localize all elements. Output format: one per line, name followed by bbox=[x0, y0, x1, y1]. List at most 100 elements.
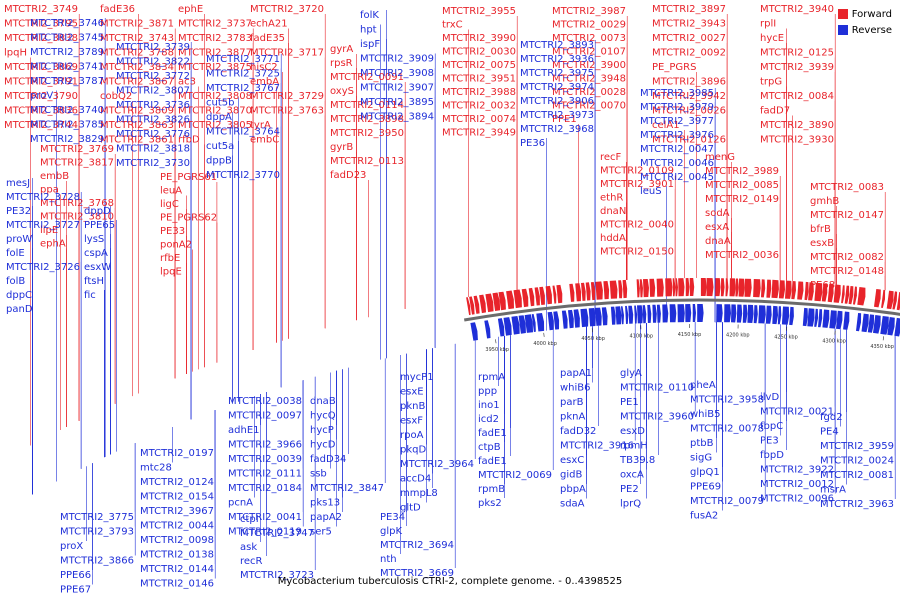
forward-gene-arrow bbox=[656, 278, 664, 297]
forward-gene-label: MTCTRI2_3940 bbox=[760, 4, 834, 15]
reverse-gene-label: cut5a bbox=[206, 141, 234, 152]
reverse-gene-label: proW bbox=[6, 234, 32, 245]
reverse-gene-label: ptbB bbox=[690, 438, 714, 449]
forward-gene-label: MTCTRI2_3939 bbox=[760, 62, 834, 73]
forward-gene-label: MTCTRI2_3763 bbox=[250, 106, 324, 117]
reverse-leader-lines bbox=[32, 10, 896, 585]
forward-gene-arrow bbox=[857, 287, 866, 306]
forward-gene-label: oxyS bbox=[330, 86, 354, 97]
forward-gene-label: embA bbox=[250, 77, 279, 88]
reverse-gene-arrow bbox=[818, 309, 823, 328]
forward-gene-arrow bbox=[636, 279, 640, 298]
reverse-gene-arrow bbox=[894, 317, 900, 337]
reverse-gene-label: folE bbox=[6, 248, 25, 259]
reverse-gene-label: MTCTRI2_3787 bbox=[30, 76, 104, 87]
reverse-gene-label: hycD bbox=[310, 440, 336, 451]
forward-gene-label: hddA bbox=[600, 233, 626, 244]
kbp-tick-label: 4200 kbp bbox=[726, 333, 750, 339]
reverse-gene-label: MTCTRI2_3807 bbox=[116, 86, 190, 97]
reverse-gene-label: MTCTRI2_3694 bbox=[380, 540, 454, 551]
forward-gene-label: gmhB bbox=[810, 196, 839, 207]
reverse-gene-label: MTCTRI2_3770 bbox=[206, 170, 280, 181]
reverse-gene-arrow bbox=[553, 311, 560, 330]
forward-gene-label: MTCTRI2_3863 bbox=[100, 120, 174, 131]
forward-gene-arrow bbox=[725, 278, 729, 297]
forward-gene-label: ponA2 bbox=[160, 240, 192, 251]
reverse-gene-label: MTCTRI2_0079 bbox=[690, 496, 764, 507]
forward-gene-arrow bbox=[778, 280, 785, 299]
reverse-gene-label: ilvD bbox=[760, 392, 779, 403]
reverse-gene-label: esxD bbox=[620, 426, 645, 437]
forward-gene-arrow bbox=[521, 288, 529, 308]
reverse-gene-arrow bbox=[777, 306, 782, 325]
forward-gene-arrow bbox=[556, 284, 563, 304]
reverse-gene-label: ask bbox=[240, 542, 257, 553]
reverse-gene-label: MTCTRI2_3936 bbox=[520, 54, 594, 65]
reverse-gene-label: MTCTRI2_3847 bbox=[310, 483, 384, 494]
reverse-gene-label: fusA2 bbox=[690, 511, 718, 522]
forward-gene-label: MTCTRI2_0126 bbox=[652, 135, 726, 146]
reverse-gene-arrow bbox=[814, 308, 819, 327]
reverse-gene-arrow bbox=[536, 313, 545, 332]
forward-gene-arrow bbox=[590, 282, 596, 301]
reverse-gene-arrow bbox=[731, 304, 737, 323]
forward-labels: MTCTRI2_3749 MTCTRI2_3795 MTCTRI2_3838 lpqH… bbox=[4, 4, 884, 291]
forward-gene-label: ethR bbox=[600, 193, 623, 204]
reverse-gene-label: pknB bbox=[400, 401, 425, 412]
forward-gene-arrow bbox=[575, 283, 582, 302]
forward-gene-label: esxA bbox=[705, 222, 729, 233]
forward-gene-arrow bbox=[706, 278, 714, 297]
forward-gene-label: MTCTRI2_3809 bbox=[100, 106, 174, 117]
forward-gene-label: dnaN bbox=[600, 206, 626, 217]
reverse-gene-label: PPE67 bbox=[60, 585, 91, 596]
reverse-gene-label: fgd2 bbox=[820, 412, 843, 423]
reverse-gene-label: MTCTRI2_3973 bbox=[520, 110, 594, 121]
reverse-gene-label: MTCTRI2_3747 bbox=[240, 528, 314, 539]
reverse-gene-label: MTCTRI2_3746 bbox=[30, 18, 104, 29]
reverse-gene-label: fadD32 bbox=[560, 426, 596, 437]
reverse-gene-label: MTCTRI2_3976 bbox=[640, 130, 714, 141]
reverse-gene-label: oxcA bbox=[620, 470, 644, 481]
legend-item-reverse: Reverse bbox=[837, 22, 892, 38]
reverse-gene-arrow bbox=[802, 307, 808, 327]
reverse-gene-label: pbpA bbox=[560, 484, 586, 495]
forward-gene-label: MTCTRI2_0070 bbox=[552, 101, 626, 112]
forward-gene-label: MTCTRI2_0091 bbox=[330, 72, 404, 83]
legend-label-forward: Forward bbox=[851, 8, 892, 20]
forward-gene-label: MTCTRI2_3898 bbox=[330, 114, 404, 125]
reverse-gene-label: MTCTRI2_3740 bbox=[30, 105, 104, 116]
forward-swatch bbox=[837, 9, 848, 19]
reverse-gene-arrow bbox=[822, 309, 830, 328]
forward-gene-label: MTCTRI2_0029 bbox=[552, 20, 626, 31]
forward-gene-label: fadE36 bbox=[100, 4, 135, 15]
reverse-gene-label: MTCTRI2_3922 bbox=[760, 465, 834, 476]
reverse-gene-label: glyA bbox=[620, 368, 642, 379]
forward-gene-label: gyrA bbox=[330, 44, 353, 55]
forward-gene-arrow bbox=[492, 292, 501, 311]
reverse-gene-label: cspA bbox=[84, 248, 108, 259]
forward-gene-label: MTCTRI2_3808 bbox=[178, 91, 252, 102]
reverse-gene-label: fadD34 bbox=[310, 454, 346, 465]
reverse-gene-label: PE1 bbox=[620, 397, 639, 408]
kbp-tick-label: 4050 kbp bbox=[581, 336, 605, 342]
reverse-gene-label: cut5b bbox=[206, 98, 234, 109]
forward-gene-arrow bbox=[534, 287, 540, 306]
reverse-gene-label: MTCTRI2_3726 bbox=[6, 262, 80, 273]
forward-gene-label: MTCTRI2_3989 bbox=[705, 166, 779, 177]
reverse-gene-arrow bbox=[568, 309, 574, 329]
forward-gene-label: MTCTRI2_3836 bbox=[4, 106, 78, 117]
reverse-gene-arrow bbox=[789, 306, 794, 326]
forward-gene-label: MTCTRI2_3869 bbox=[4, 62, 78, 73]
reverse-gene-label: MTCTRI2_3764 bbox=[206, 127, 280, 138]
reverse-gene-label: MTCTRI2_3669 bbox=[380, 568, 454, 579]
reverse-gene-label: MTCTRI2_0146 bbox=[140, 579, 214, 590]
forward-gene-label: MTCTRI2_3943 bbox=[652, 19, 726, 30]
reverse-gene-label: MTCTRI2_3785 bbox=[30, 120, 104, 131]
forward-gene-arrow bbox=[841, 285, 845, 304]
forward-gene-arrow bbox=[689, 278, 695, 296]
reverse-gene-label: whiB5 bbox=[690, 409, 721, 420]
reverse-gene-label: MTCTRI2_3829 bbox=[30, 134, 104, 145]
reverse-gene-label: MTCTRI2_3963 bbox=[820, 499, 894, 510]
reverse-gene-arrow bbox=[647, 304, 652, 323]
reverse-gene-arrow bbox=[836, 310, 843, 330]
